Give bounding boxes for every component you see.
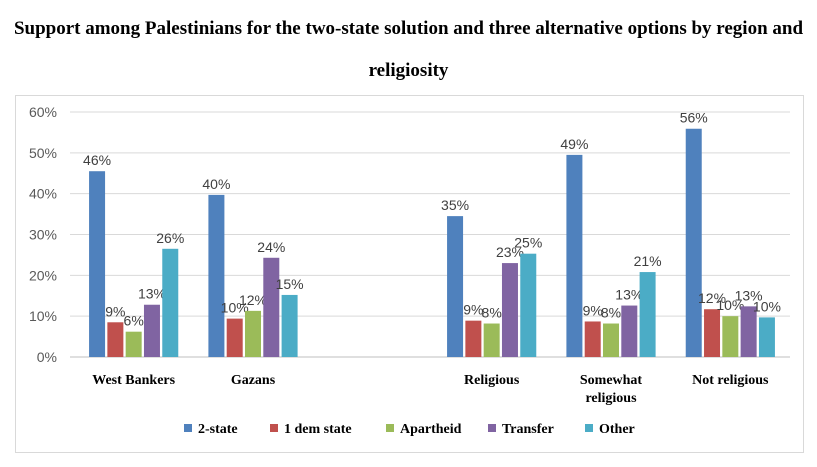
data-label: 26% xyxy=(156,230,184,246)
bar xyxy=(465,320,482,357)
data-label: 10% xyxy=(221,300,249,316)
legend-label: 2-state xyxy=(198,422,238,437)
legend-swatch xyxy=(585,424,593,432)
legend-swatch xyxy=(270,424,278,432)
bar xyxy=(263,257,280,357)
bar xyxy=(584,321,601,357)
category-label: West Bankers xyxy=(92,373,175,388)
data-label: 35% xyxy=(441,197,469,213)
data-label: 10% xyxy=(716,297,744,313)
y-tick-label: 60% xyxy=(29,104,57,120)
bar xyxy=(226,318,243,357)
data-label: 56% xyxy=(680,110,708,126)
bar xyxy=(758,317,775,357)
category-label-line: religious xyxy=(585,391,637,406)
category-label-line: Not religious xyxy=(692,373,769,388)
data-label: 9% xyxy=(583,302,603,318)
legend-swatch xyxy=(488,424,496,432)
category-label-line: Somewhat xyxy=(580,373,643,388)
data-label: 25% xyxy=(514,235,542,251)
bar xyxy=(107,322,124,357)
legend-label: Transfer xyxy=(502,422,554,437)
bar xyxy=(704,309,721,357)
bar xyxy=(143,304,160,357)
bar xyxy=(740,306,757,357)
bar xyxy=(208,194,225,357)
y-tick-label: 20% xyxy=(29,267,57,283)
category-label: Gazans xyxy=(231,373,276,388)
legend-swatch xyxy=(386,424,394,432)
bar xyxy=(125,331,142,357)
chart-title: Support among Palestinians for the two-s… xyxy=(13,18,804,81)
bar xyxy=(722,316,739,357)
legend-swatch xyxy=(184,424,192,432)
bar xyxy=(162,248,179,357)
category-label-line: Religious xyxy=(464,373,520,388)
bar xyxy=(566,154,583,357)
data-label: 13% xyxy=(138,286,166,302)
data-label: 23% xyxy=(496,244,524,260)
category-label: Not religious xyxy=(692,373,769,388)
data-label: 12% xyxy=(239,292,267,308)
bar xyxy=(685,128,702,357)
bar xyxy=(621,305,638,357)
bar xyxy=(281,294,298,357)
data-label: 8% xyxy=(482,305,502,321)
bar xyxy=(89,171,106,357)
category-label-line: West Bankers xyxy=(92,373,175,388)
y-tick-label: 40% xyxy=(29,186,57,202)
legend-label: 1 dem state xyxy=(284,422,352,437)
data-label: 21% xyxy=(634,253,662,269)
bar xyxy=(483,323,500,357)
y-tick-label: 10% xyxy=(29,308,57,324)
data-label: 10% xyxy=(753,298,781,314)
bar xyxy=(603,323,619,357)
chart-frame xyxy=(15,95,804,453)
category-label: Religious xyxy=(464,373,520,388)
data-label: 40% xyxy=(202,176,230,192)
legend-label: Other xyxy=(599,422,635,437)
data-label: 15% xyxy=(276,276,304,292)
legend-label: Apartheid xyxy=(400,422,462,437)
data-label: 8% xyxy=(601,305,621,321)
data-label: 24% xyxy=(257,239,285,255)
data-label: 49% xyxy=(560,136,588,152)
bar xyxy=(639,272,656,357)
category-label: Somewhat religious xyxy=(580,373,643,406)
y-tick-label: 0% xyxy=(37,349,57,365)
y-tick-label: 30% xyxy=(29,227,57,243)
data-label: 9% xyxy=(105,303,125,319)
bar xyxy=(501,263,518,357)
data-label: 9% xyxy=(463,302,483,318)
data-label: 6% xyxy=(124,313,144,329)
data-label: 46% xyxy=(83,152,111,168)
data-label: 12% xyxy=(698,290,726,306)
y-tick-label: 50% xyxy=(29,145,57,161)
bar xyxy=(520,253,537,357)
data-label: 13% xyxy=(735,287,763,303)
bar xyxy=(245,310,261,357)
category-label-line: Gazans xyxy=(231,373,276,388)
bar xyxy=(447,216,464,357)
data-label: 13% xyxy=(615,287,643,303)
